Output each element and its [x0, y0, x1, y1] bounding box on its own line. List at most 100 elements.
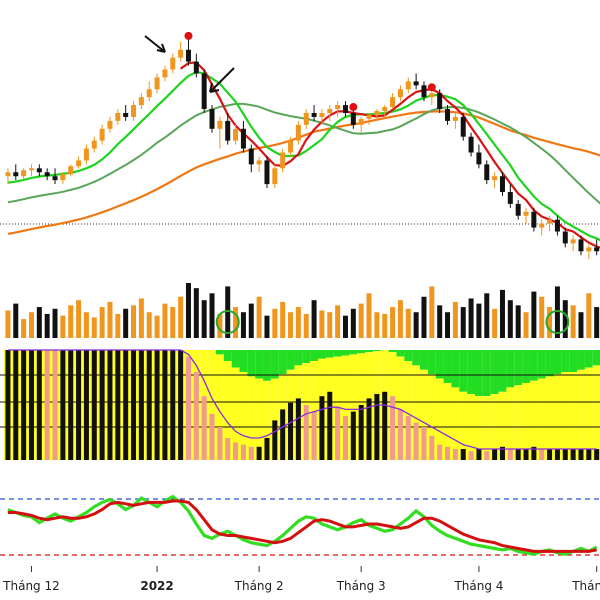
- indicator-yellow-fill: [215, 354, 224, 460]
- volume-bar: [499, 289, 505, 338]
- price-panel: [0, 31, 600, 260]
- volume-bar: [21, 319, 27, 338]
- volume-bar: [154, 315, 160, 338]
- indicator-bar: [492, 449, 498, 460]
- indicator-yellow-fill: [412, 365, 421, 460]
- indicator-bar: [405, 416, 411, 460]
- indicator-bar: [240, 444, 246, 460]
- volume-bar: [594, 307, 600, 338]
- volume-bar: [138, 298, 144, 338]
- x-tick-label: Tháng 3: [336, 579, 386, 593]
- volume-bar: [28, 312, 34, 338]
- candle-body: [76, 160, 82, 167]
- candle-body: [586, 247, 592, 252]
- volume-bar: [397, 300, 403, 338]
- indicator-bar: [295, 398, 301, 460]
- indicator-green-fill: [263, 350, 271, 381]
- volume-bar: [107, 301, 113, 338]
- candle-body: [437, 93, 443, 110]
- indicator-bar: [319, 396, 325, 460]
- indicator-green-fill: [545, 350, 554, 377]
- indicator-green-fill: [310, 350, 318, 361]
- volume-bar: [311, 300, 317, 338]
- volume-bar: [327, 312, 333, 338]
- indicator-yellow-fill: [475, 396, 483, 460]
- candle-body: [303, 112, 309, 125]
- candle-body: [468, 136, 474, 153]
- volume-bar: [52, 308, 58, 338]
- indicator-yellow-fill: [404, 361, 413, 460]
- indicator-green-fill: [333, 350, 342, 357]
- candle-body: [28, 168, 34, 171]
- indicator-green-fill: [388, 350, 397, 353]
- candle-body: [115, 112, 121, 121]
- indicator-bar: [594, 449, 600, 460]
- candle-body: [68, 166, 74, 175]
- volume-bar: [91, 317, 97, 338]
- candle-body: [311, 112, 317, 117]
- indicator-yellow-fill: [592, 365, 600, 460]
- volume-bar: [162, 303, 168, 338]
- indicator-yellow-fill: [310, 361, 318, 460]
- x-axis: Tháng 12 2022 Tháng 2 Tháng 3 Tháng 4 Tháng 5: [2, 566, 600, 593]
- volume-bar: [492, 308, 498, 338]
- candle-body: [280, 152, 286, 169]
- volume-bar: [280, 301, 286, 338]
- indicator-yellow-fill: [349, 354, 358, 460]
- indicator-yellow-fill: [584, 367, 593, 460]
- volume-bar: [13, 303, 19, 338]
- volume-bar: [358, 303, 364, 338]
- candle-body: [327, 109, 333, 113]
- indicator-bar: [342, 416, 348, 460]
- indicator-green-fill: [420, 350, 428, 370]
- candle-body: [91, 140, 97, 149]
- volume-bar: [60, 315, 66, 338]
- volume-bar: [350, 308, 356, 338]
- indicator-green-fill: [514, 350, 523, 386]
- volume-bar: [170, 307, 176, 338]
- indicator-bar: [366, 398, 372, 460]
- candle-body: [350, 112, 356, 125]
- indicator-green-fill: [404, 350, 413, 361]
- volume-bar: [99, 307, 105, 338]
- indicator-green-fill: [270, 350, 279, 379]
- indicator-green-fill: [537, 350, 546, 379]
- indicator-bar: [272, 420, 278, 460]
- volume-bar: [578, 312, 584, 338]
- indicator-green-fill: [223, 350, 232, 361]
- volume-panel: [5, 283, 600, 338]
- indicator-bar: [68, 350, 74, 460]
- candle-body: [107, 120, 113, 129]
- indicator-bar: [445, 446, 451, 460]
- volume-bar: [178, 296, 184, 338]
- candle-body: [5, 172, 11, 177]
- indicator-bar: [76, 350, 82, 460]
- indicator-yellow-fill: [514, 385, 523, 460]
- candle-body: [445, 109, 451, 121]
- indicator-yellow-fill: [239, 372, 248, 460]
- candle-body: [233, 128, 239, 141]
- indicator-bar: [233, 442, 239, 460]
- indicator-yellow-fill: [396, 356, 405, 460]
- indicator-bar: [115, 350, 121, 460]
- indicator-yellow-fill: [522, 383, 530, 460]
- indicator-green-fill: [318, 350, 326, 359]
- indicator-bar: [99, 350, 105, 460]
- indicator-green-fill: [349, 350, 358, 355]
- indicator-yellow-fill: [247, 376, 256, 460]
- candle-body: [138, 97, 144, 106]
- candle-body: [405, 81, 411, 90]
- candle-body: [185, 49, 191, 62]
- volume-highlight-circle: [215, 310, 240, 334]
- candle-body: [578, 239, 584, 252]
- signal-marker: [184, 31, 193, 40]
- candle-body: [374, 111, 380, 115]
- candle-body: [131, 105, 137, 117]
- indicator-bar: [107, 350, 113, 460]
- indicator-yellow-fill: [435, 378, 444, 460]
- volume-bar: [515, 305, 521, 338]
- volume-bar: [44, 313, 50, 338]
- indicator-green-fill: [215, 350, 224, 355]
- volume-bar: [413, 312, 419, 338]
- indicator-green-fill: [341, 350, 350, 356]
